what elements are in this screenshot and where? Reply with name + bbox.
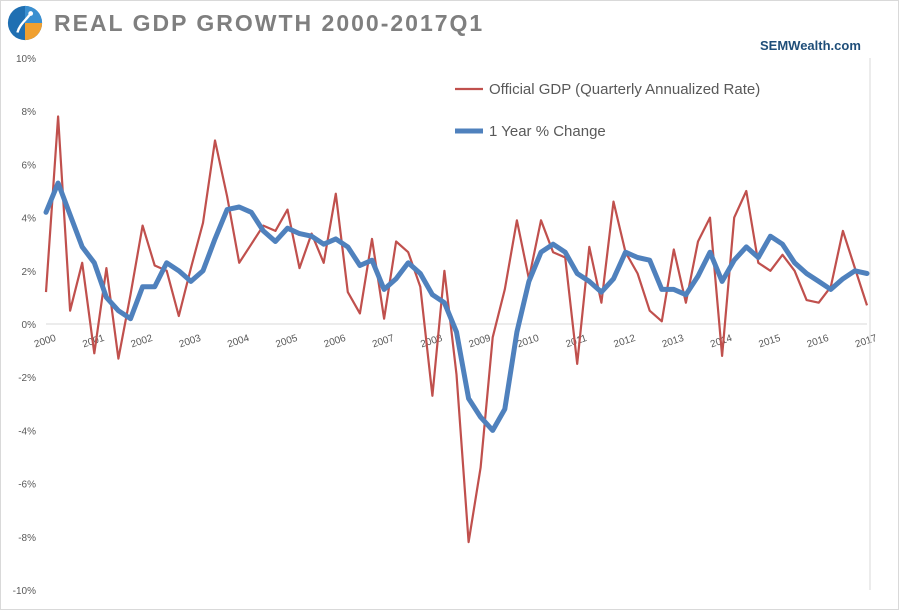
x-tick-label: 2009 bbox=[468, 333, 493, 350]
legend-label-official-gdp: Official GDP (Quarterly Annualized Rate) bbox=[489, 81, 760, 98]
y-tick-label: -10% bbox=[13, 586, 36, 597]
legend-label-1-year-change: 1 Year % Change bbox=[489, 123, 606, 140]
series-line-1-year-change bbox=[43, 180, 870, 433]
y-tick-label: 10% bbox=[16, 54, 36, 65]
x-tick-label: 2002 bbox=[130, 333, 155, 350]
y-tick-label: 8% bbox=[22, 107, 37, 118]
y-tick-label: -4% bbox=[18, 426, 36, 437]
y-tick-label: 0% bbox=[22, 320, 37, 331]
y-tick-label: 2% bbox=[22, 267, 37, 278]
x-tick-label: 2006 bbox=[323, 333, 348, 350]
x-tick-label: 2010 bbox=[516, 333, 541, 350]
y-tick-label: -6% bbox=[18, 480, 36, 491]
x-tick-label: 2008 bbox=[419, 333, 444, 350]
y-tick-label: 4% bbox=[22, 214, 37, 225]
y-tick-label: -2% bbox=[18, 373, 36, 384]
x-tick-label: 2007 bbox=[371, 333, 396, 350]
y-tick-label: 6% bbox=[22, 160, 37, 171]
x-tick-label: 2000 bbox=[33, 333, 58, 350]
y-axis: 10% 8% 6% 4% 2% 0% -2% -4% -6% -8% -10% bbox=[13, 54, 36, 597]
legend: Official GDP (Quarterly Annualized Rate)… bbox=[455, 81, 760, 140]
x-tick-label: 2005 bbox=[274, 333, 299, 350]
x-tick-label: 2004 bbox=[226, 333, 251, 350]
sem-logo-icon bbox=[7, 5, 43, 41]
y-tick-label: -8% bbox=[18, 533, 36, 544]
x-tick-label: 2011 bbox=[565, 333, 589, 350]
x-tick-label: 2003 bbox=[178, 333, 203, 350]
x-tick-label: 2015 bbox=[757, 333, 782, 350]
x-tick-label: 2017 bbox=[854, 333, 879, 350]
x-tick-label: 2013 bbox=[661, 333, 686, 350]
chart-title: REAL GDP GROWTH 2000-2017Q1 bbox=[54, 10, 485, 36]
x-tick-label: 2012 bbox=[612, 333, 637, 350]
source-label: SEMWealth.com bbox=[760, 38, 861, 53]
x-tick-label: 2016 bbox=[806, 333, 831, 350]
